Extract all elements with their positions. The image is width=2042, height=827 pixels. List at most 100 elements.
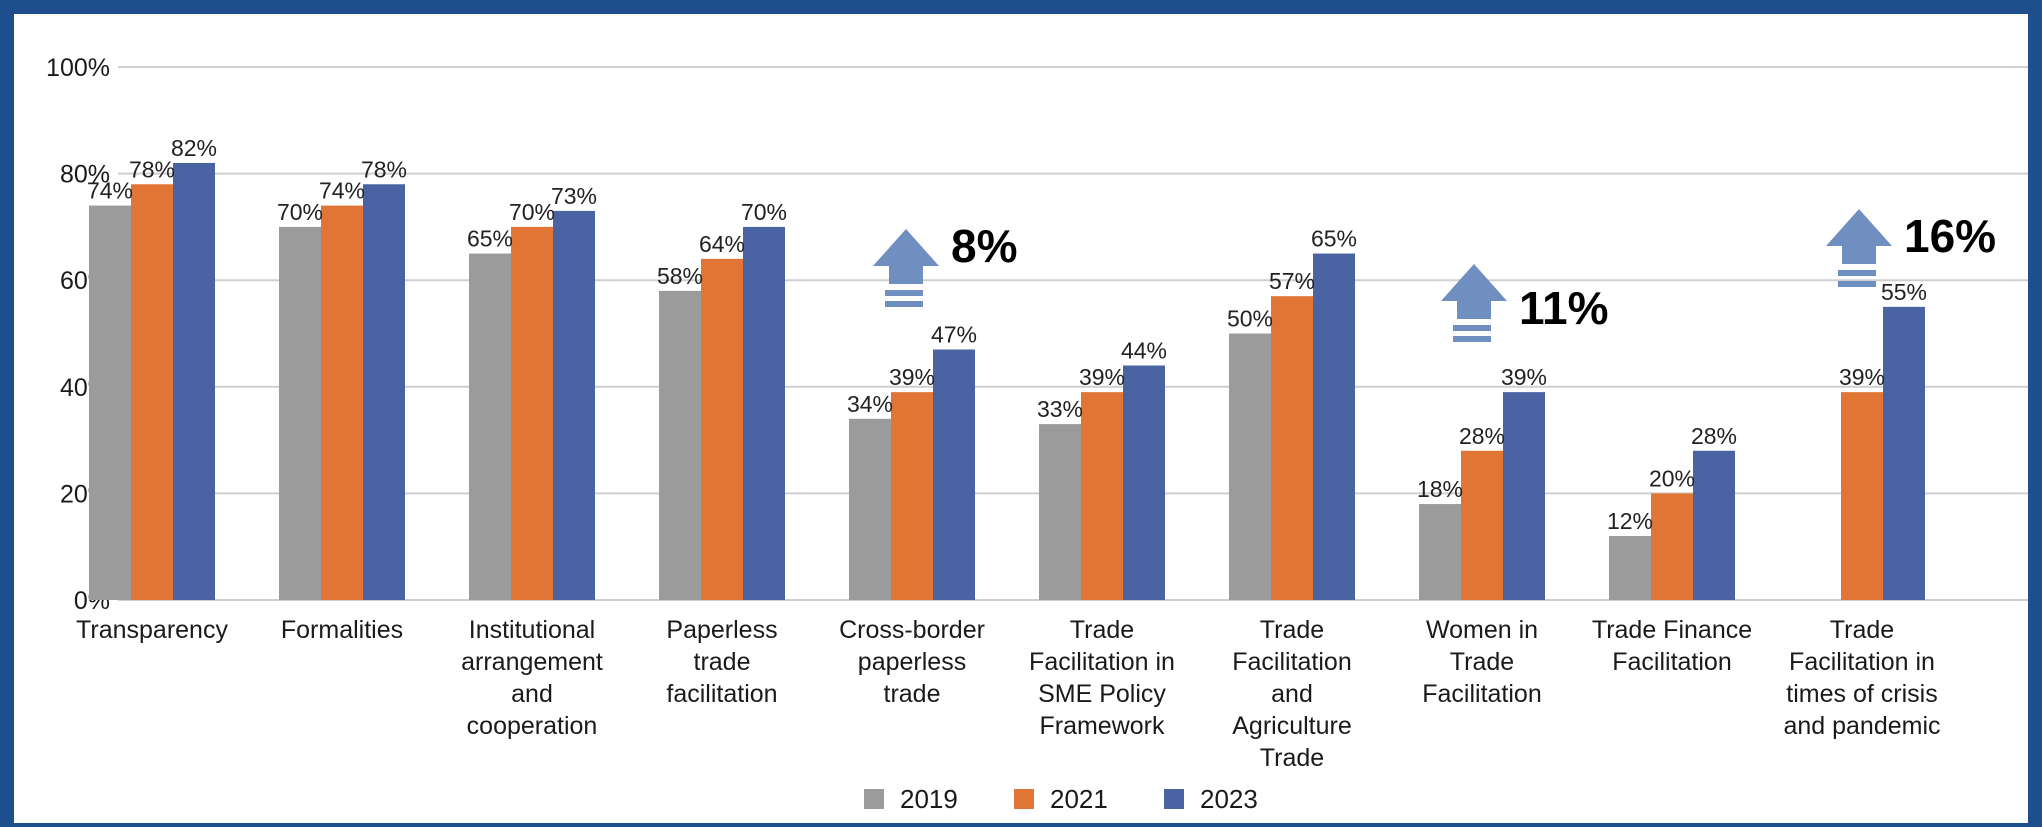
bar-2023 bbox=[1313, 253, 1355, 601]
data-label: 39% bbox=[1501, 364, 1547, 390]
bar-2021 bbox=[1271, 296, 1313, 600]
data-label: 55% bbox=[1881, 279, 1927, 305]
category-label-line: times of crisis bbox=[1786, 680, 1937, 708]
legend-swatch bbox=[1164, 789, 1184, 809]
bar-2019 bbox=[469, 253, 511, 601]
data-label: 50% bbox=[1227, 306, 1273, 332]
category-label: Institutional arrangement and cooperation bbox=[461, 616, 603, 740]
bar-2021 bbox=[511, 226, 553, 600]
data-label: 78% bbox=[129, 156, 175, 182]
arrow-stripe bbox=[885, 290, 923, 296]
category-label-line: paperless bbox=[858, 648, 966, 676]
bar-2023 bbox=[173, 162, 215, 600]
bar-2021 bbox=[891, 392, 933, 600]
data-label: 78% bbox=[361, 156, 407, 182]
y-tick-label: 80% bbox=[60, 161, 110, 189]
category-label-line: Facilitation bbox=[1612, 648, 1732, 676]
bar-2021 bbox=[1651, 493, 1693, 600]
category-label-line: Trade bbox=[1070, 616, 1134, 644]
category-label-line: and pandemic bbox=[1783, 712, 1940, 740]
bar-2019 bbox=[1229, 333, 1271, 600]
category-label-line: Trade bbox=[1260, 616, 1324, 644]
bars bbox=[89, 162, 1925, 601]
data-label: 33% bbox=[1037, 396, 1083, 422]
category-label-line: Trade bbox=[1260, 744, 1324, 772]
data-label: 70% bbox=[741, 199, 787, 225]
legend-swatch bbox=[864, 789, 884, 809]
data-label: 28% bbox=[1459, 423, 1505, 449]
bar-2021 bbox=[1841, 392, 1883, 600]
annotations: 8% 11% 16% bbox=[873, 209, 1996, 342]
bar-2023 bbox=[1503, 392, 1545, 600]
arrow-head bbox=[1441, 264, 1507, 319]
legend-label: 2021 bbox=[1050, 784, 1108, 814]
category-label-line: and bbox=[511, 680, 553, 708]
data-label: 34% bbox=[847, 391, 893, 417]
bar-2019 bbox=[659, 290, 701, 600]
category-label-line: Facilitation bbox=[1422, 680, 1542, 708]
arrow-head bbox=[1826, 209, 1892, 264]
bar-2023 bbox=[553, 210, 595, 600]
legend-label: 2023 bbox=[1200, 784, 1258, 814]
callout-value: 8% bbox=[951, 220, 1017, 272]
category-label-line: Trade bbox=[1830, 616, 1894, 644]
arrow-stripe bbox=[1453, 325, 1491, 331]
bar-2019 bbox=[1419, 504, 1461, 600]
category-label-line: and bbox=[1271, 680, 1313, 708]
arrow-stripe bbox=[1838, 281, 1876, 287]
legend-label: 2019 bbox=[900, 784, 958, 814]
category-label-line: Trade bbox=[1450, 648, 1514, 676]
bar-2023 bbox=[1693, 450, 1735, 600]
bar-2019 bbox=[849, 418, 891, 600]
bar-2021 bbox=[701, 258, 743, 600]
category-label: Trade Facilitation in SME Policy Framework bbox=[1029, 616, 1175, 740]
bar-2023 bbox=[1123, 365, 1165, 600]
category-label-line: Women in bbox=[1426, 616, 1538, 644]
category-label: Cross-border paperless trade bbox=[839, 616, 985, 708]
category-label-line: trade bbox=[884, 680, 941, 708]
bar-2023 bbox=[743, 226, 785, 600]
up-arrow-icon bbox=[1441, 264, 1507, 342]
bar-2021 bbox=[1081, 392, 1123, 600]
data-label: 47% bbox=[931, 321, 977, 347]
category-label-line: SME Policy bbox=[1038, 680, 1166, 708]
data-label: 70% bbox=[277, 199, 323, 225]
bar-2023 bbox=[933, 349, 975, 600]
category-label-line: Paperless bbox=[666, 616, 777, 644]
arrow-stripe bbox=[885, 301, 923, 307]
data-label: 82% bbox=[171, 135, 217, 161]
data-label: 64% bbox=[699, 231, 745, 257]
category-label-line: facilitation bbox=[666, 680, 777, 708]
y-tick-label: 100% bbox=[46, 54, 110, 82]
data-label: 12% bbox=[1607, 508, 1653, 534]
bar-2021 bbox=[321, 205, 363, 600]
bar-2019 bbox=[89, 205, 131, 600]
legend-swatch bbox=[1014, 789, 1034, 809]
data-label: 20% bbox=[1649, 465, 1695, 491]
data-label: 74% bbox=[87, 178, 133, 204]
bar-2019 bbox=[1039, 424, 1081, 600]
bar-2023 bbox=[1883, 306, 1925, 600]
category-label-line: Framework bbox=[1039, 712, 1165, 740]
category-label: Trade Facilitation in times of crisis and p… bbox=[1783, 616, 1940, 740]
data-label: 73% bbox=[551, 183, 597, 209]
data-labels: 74%78%82%70%74%78%65%70%73%58%64%70%34%3… bbox=[87, 135, 1927, 534]
data-label: 74% bbox=[319, 178, 365, 204]
category-label-line: Institutional bbox=[469, 616, 595, 644]
category-label: Paperless trade facilitation bbox=[666, 616, 777, 708]
category-label-line: Formalities bbox=[281, 616, 403, 644]
category-label-line: Trade Finance bbox=[1592, 616, 1752, 644]
category-label-line: cooperation bbox=[467, 712, 598, 740]
category-label-line: Agriculture bbox=[1232, 712, 1352, 740]
bar-2021 bbox=[131, 184, 173, 600]
arrow-stripe bbox=[1838, 270, 1876, 276]
data-label: 57% bbox=[1269, 268, 1315, 294]
bar-2019 bbox=[279, 226, 321, 600]
arrow-head bbox=[873, 229, 939, 284]
category-label-line: trade bbox=[694, 648, 751, 676]
category-label: Formalities bbox=[281, 616, 403, 644]
category-labels: Transparency Formalities Institutional arra… bbox=[76, 616, 1940, 772]
bar-2019 bbox=[1609, 536, 1651, 600]
callout-value: 16% bbox=[1904, 210, 1996, 262]
category-label-line: Transparency bbox=[76, 616, 228, 644]
